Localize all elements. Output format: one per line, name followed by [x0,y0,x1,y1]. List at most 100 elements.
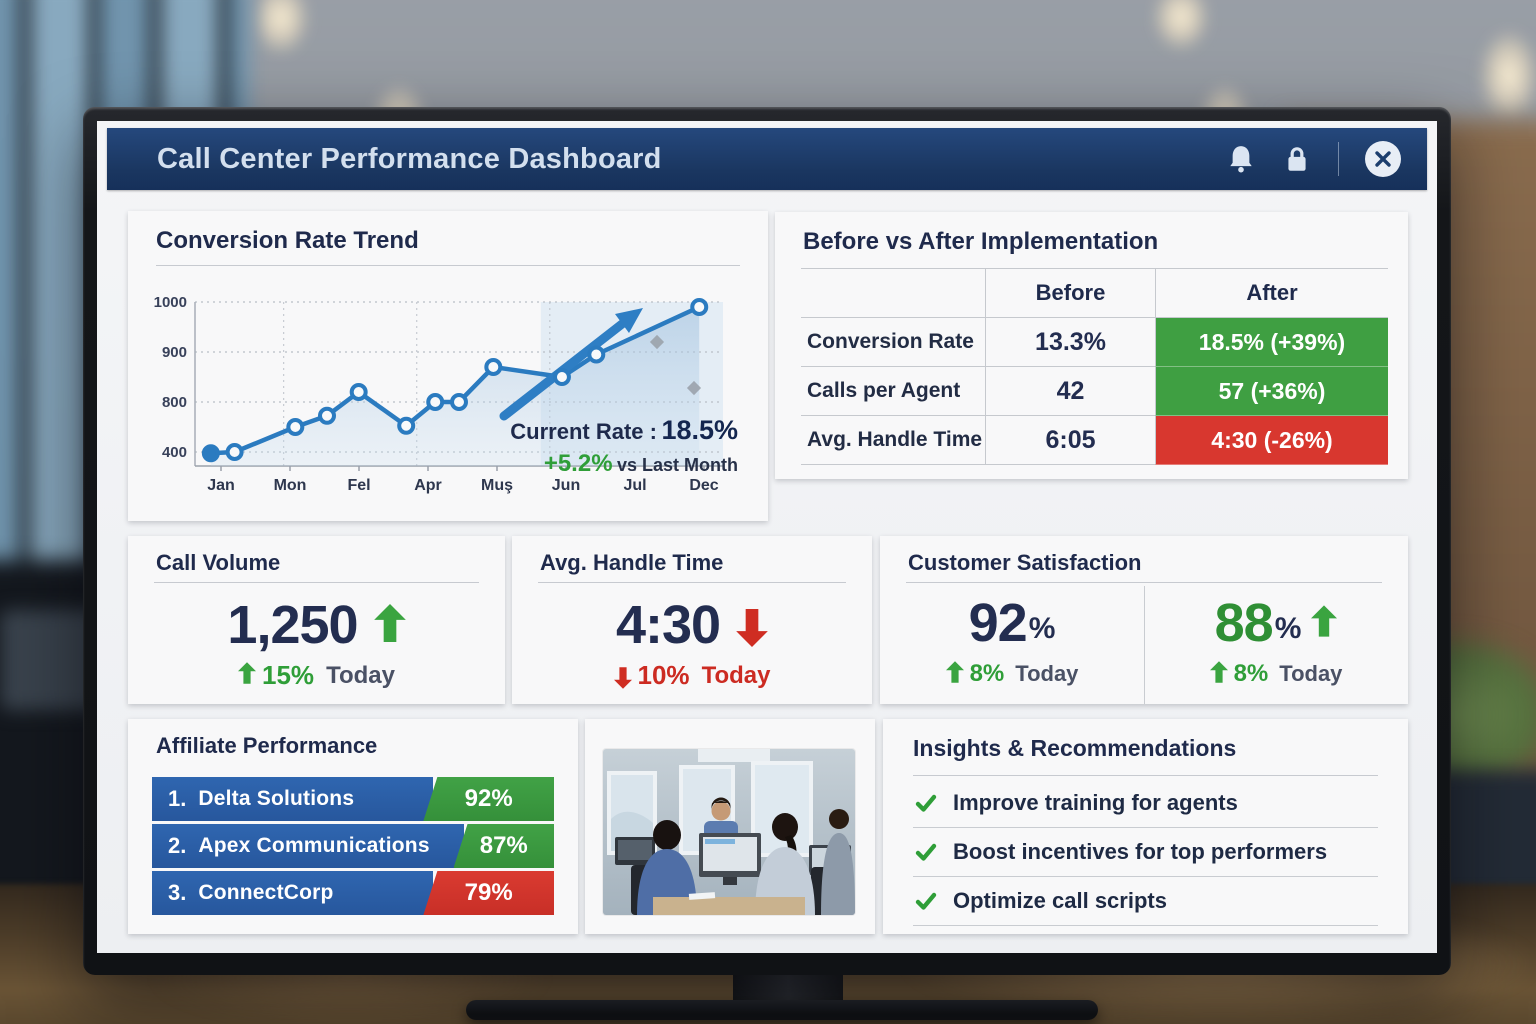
kpi-card-call-volume: Call Volume 1,250 15% Today [128,536,505,704]
affiliate-rank: 2. [168,833,187,858]
up-arrow-icon [238,662,257,689]
column-header-after: After [1155,269,1388,318]
affiliate-row: 2. Apex Communications 87% [152,824,554,868]
csat-primary: 92 % 8% Today [880,586,1145,704]
metric-label: Calls per Agent [801,367,985,416]
kpi-value: 92 [968,593,1028,653]
insight-item: Boost incentives for top performers [913,828,1378,877]
header-actions [1226,141,1401,177]
svg-text:Fel: Fel [347,477,370,494]
after-value-badge: 57 (+36%) [1155,367,1388,416]
affiliate-rank: 3. [168,880,187,905]
bokeh-light [252,0,310,56]
before-value: 42 [985,367,1155,416]
check-icon [915,843,937,861]
app-header: Call Center Performance Dashboard [107,128,1427,190]
insight-item: Improve training for agents [913,779,1378,828]
kpi-value: 4:30 [615,595,721,655]
kpi-delta-suffix: Today [701,661,771,689]
affiliate-score: 92% [423,777,554,821]
svg-text:Jun: Jun [552,477,580,494]
title-divider [538,582,846,583]
title-divider [913,775,1378,776]
kpi-delta-value: 8% [1233,660,1269,687]
down-arrow-icon [736,604,768,647]
lock-icon[interactable] [1282,144,1312,174]
kpi-value: 88 [1214,593,1274,653]
svg-text:400: 400 [162,444,187,461]
panel-title: Insights & Recommendations [913,735,1237,761]
up-arrow-icon [1209,660,1228,688]
affiliate-score: 79% [423,871,554,915]
kpi-delta-value: 8% [969,660,1005,687]
kpi-unit: % [1028,612,1056,645]
affiliate-list: 1. Delta Solutions 92% 2. Apex Communica… [152,777,554,918]
insights-list: Improve training for agents Boost incent… [913,779,1378,926]
comparison-panel: Before vs After Implementation Before Af… [775,212,1408,479]
kpi-unit: % [1274,612,1302,645]
bokeh-light [1152,0,1210,52]
monitor-stand-base [466,1000,1098,1020]
after-value-badge: 18.5% (+39%) [1155,318,1388,367]
kpi-title: Call Volume [156,550,281,575]
insight-text: Improve training for agents [953,790,1238,815]
affiliate-row: 1. Delta Solutions 92% [152,777,554,821]
conversion-chart-panel: Conversion Rate Trend 1000 900 800 400 Jan Mo… [128,211,768,521]
panel-title: Conversion Rate Trend [156,227,419,254]
monitor-bezel: Call Center Performance Dashboard Co [83,107,1451,975]
csat-secondary: 88 % 8% Today [1144,586,1408,704]
svg-text:Mon: Mon [274,477,307,494]
comparison-table: Before After Conversion Rate 13.3% 18.5%… [801,268,1388,465]
affiliate-panel: Affiliate Performance 1. Delta Solutions… [128,719,578,934]
column-header-before: Before [985,269,1155,318]
insight-text: Optimize call scripts [953,888,1167,913]
affiliate-score: 87% [453,824,554,868]
affiliate-name: ConnectCorp [198,881,334,904]
panel-title: Affiliate Performance [156,733,378,758]
kpi-card-handle-time: Avg. Handle Time 4:30 10% Today [512,536,872,704]
check-icon [915,892,937,910]
up-arrow-icon [1311,604,1338,642]
insight-item: Optimize call scripts [913,877,1378,926]
panel-title: Before vs After Implementation [803,228,1159,255]
annotation-suffix: vs Last Month [616,455,738,476]
kpi-delta: 8% Today [1144,660,1408,688]
team-photo [603,749,855,915]
svg-text:Apr: Apr [414,477,442,494]
down-arrow-icon [613,662,632,689]
kpi-value: 1,250 [227,595,358,655]
annotation-label: Current Rate : [510,419,657,444]
kpi-delta-suffix: Today [1279,661,1343,686]
metric-label: Conversion Rate [801,318,985,367]
page-title: Call Center Performance Dashboard [157,142,662,175]
kpi-delta: 8% Today [880,660,1144,688]
table-corner-cell [801,269,985,318]
title-divider [906,582,1382,583]
dashboard-screen: Call Center Performance Dashboard Co [97,121,1437,953]
current-rate-annotation: Current Rate : 18.5% +5.2% vs Last Month [510,413,738,479]
svg-text:Dec: Dec [689,477,718,494]
close-button[interactable] [1365,141,1401,177]
kpi-delta-suffix: Today [1015,661,1079,686]
kpi-delta: 15% Today [128,660,505,691]
kpi-title: Avg. Handle Time [540,550,724,575]
bokeh-light [1478,28,1536,124]
affiliate-bar: 1. Delta Solutions [152,777,434,821]
affiliate-row: 3. ConnectCorp 79% [152,871,554,915]
affiliate-name: Apex Communications [198,834,430,857]
after-value-badge: 4:30 (-26%) [1155,416,1388,465]
metric-label: Avg. Handle Time [801,416,985,465]
kpi-delta-value: 15% [262,660,315,690]
header-divider [1338,142,1339,176]
insight-text: Boost incentives for top performers [953,839,1328,864]
up-arrow-icon [945,660,964,688]
title-divider [156,265,740,266]
team-photo-card [585,719,875,934]
insights-panel: Insights & Recommendations Improve train… [883,719,1408,934]
affiliate-name: Delta Solutions [198,787,355,810]
bell-icon[interactable] [1226,144,1256,174]
up-arrow-icon [373,603,406,647]
annotation-delta: +5.2% [543,450,613,478]
kpi-delta: 10% Today [512,660,872,691]
